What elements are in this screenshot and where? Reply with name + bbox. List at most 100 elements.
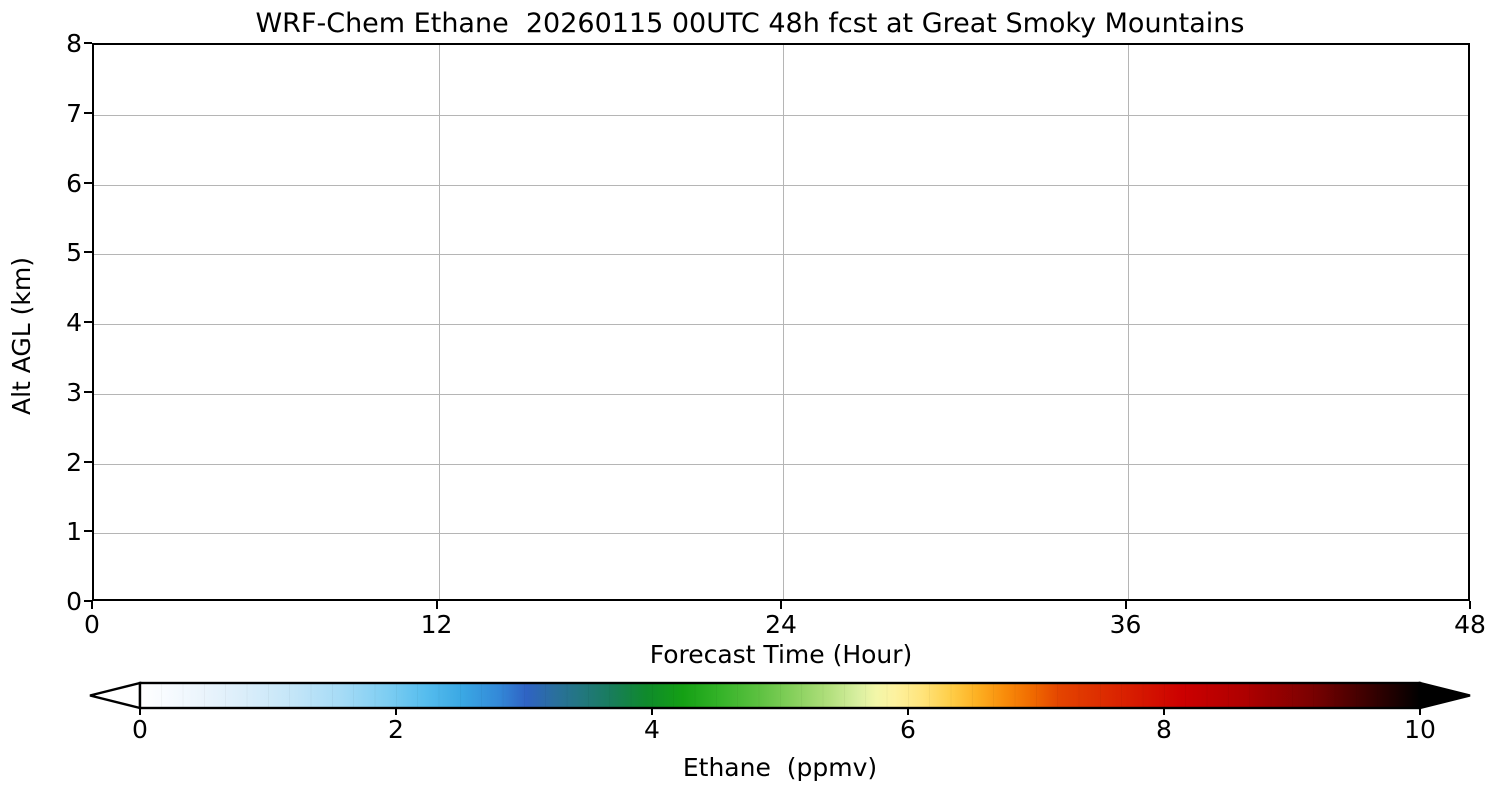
colorbar-level-divider [780,683,781,708]
x-axis-label: Forecast Time (Hour) [649,640,913,669]
colorbar-level-divider [1014,683,1016,708]
y-axis-label: Alt AGL (km) [7,256,36,416]
y-tick-label: 5 [66,238,82,268]
colorbar-level-divider [396,683,397,708]
gridline-horizontal [94,463,1468,465]
colorbar-level-divider [716,683,717,708]
colorbar-level-divider [1249,683,1251,708]
y-tick-label: 1 [66,517,82,547]
colorbar-level-divider [204,683,205,708]
colorbar-tick-mark [651,708,653,715]
colorbar-tick-label: 6 [900,715,916,744]
gridline-horizontal [94,324,1468,325]
y-tick-mark [84,460,92,463]
y-tick-mark [84,321,92,323]
colorbar-level-divider [822,683,824,708]
x-tick-mark [780,601,782,609]
colorbar-level-divider [268,683,269,708]
colorbar-level-divider [865,683,867,708]
x-tick-label: 12 [420,610,453,639]
y-tick-label: 4 [66,308,82,337]
x-tick-mark [1469,601,1471,609]
colorbar-level-divider [1398,683,1400,708]
gridline-vertical [1127,45,1129,599]
x-tick-mark [1124,601,1127,609]
y-tick-mark [84,251,92,254]
colorbar-level-divider [566,683,568,708]
colorbar-label: Ethane (ppmv) [682,753,878,782]
page-title: WRF-Chem Ethane 20260115 00UTC 48h fcst … [255,8,1245,39]
colorbar-level-divider [225,683,227,708]
y-tick-mark [84,181,92,184]
colorbar-extend-arrow-right [1418,681,1471,710]
gridline-vertical [783,45,784,599]
colorbar-level-divider [502,683,504,708]
colorbar-tick-mark [139,708,141,715]
colorbar-level-divider [289,683,291,708]
colorbar-level-divider [630,683,632,708]
colorbar-level-divider [908,683,909,708]
gridline-horizontal [94,533,1468,535]
colorbar-level-divider [886,683,888,708]
colorbar-level-divider [353,683,355,708]
colorbar-level-divider [950,683,952,708]
colorbar-level-divider [1228,683,1229,708]
y-tick-mark [84,390,92,393]
colorbar-tick-label: 2 [388,715,404,744]
colorbar-level-divider [1036,683,1037,708]
colorbar-level-divider [310,683,312,708]
y-tick-label: 0 [66,587,82,616]
colorbar-outline [138,681,1422,710]
colorbar-tick-label: 10 [1404,715,1436,744]
y-tick-label: 8 [66,29,82,58]
colorbar-level-divider [1377,683,1379,708]
colorbar-tick-label: 0 [132,715,148,744]
colorbar-tick-mark [1163,708,1165,715]
colorbar-level-divider [332,683,333,708]
colorbar-level-divider [1142,683,1144,708]
y-tick-label: 6 [66,168,82,198]
gridline-horizontal [94,393,1468,395]
colorbar-level-divider [545,683,547,708]
colorbar-level-divider [1313,683,1315,708]
colorbar-level-divider [438,683,440,708]
x-tick-label: 0 [84,610,100,639]
gridline-horizontal [94,254,1468,256]
y-tick-mark [84,111,92,114]
colorbar-level-divider [1334,683,1336,708]
colorbar-level-divider [737,683,739,708]
x-tick-mark [91,601,93,609]
colorbar-extend-arrow-left [89,681,142,710]
colorbar-level-divider [246,683,248,708]
gridline-horizontal [94,114,1468,116]
colorbar-tick-mark [1419,708,1421,715]
colorbar-level-divider [417,683,419,708]
colorbar-level-divider [673,683,675,708]
colorbar-level-divider [972,683,973,708]
colorbar-level-divider [1078,683,1080,708]
colorbar-tick-label: 8 [1156,715,1172,744]
colorbar-level-divider [481,683,483,708]
colorbar-level-divider [993,683,995,708]
colorbar-level-divider [524,683,525,708]
colorbar-level-divider [374,683,376,708]
colorbar-level-divider [609,683,611,708]
x-tick-label: 24 [765,610,797,639]
colorbar-level-divider [1164,683,1165,708]
colorbar-level-divider [694,683,696,708]
colorbar-level-divider [758,683,760,708]
colorbar-level-divider [460,683,461,708]
x-tick-label: 48 [1454,610,1486,639]
gridline-horizontal [94,184,1468,186]
gridlines [94,45,1468,599]
colorbar-level-divider [1270,683,1272,708]
y-tick-mark [84,42,92,44]
colorbar-level-divider [1100,683,1101,708]
colorbar-level-divider [652,683,653,708]
colorbar-level-divider [1121,683,1123,708]
gridline-vertical [438,45,440,599]
colorbar-level-divider [161,683,163,708]
x-tick-mark [435,601,438,609]
colorbar-level-divider [1292,683,1293,708]
